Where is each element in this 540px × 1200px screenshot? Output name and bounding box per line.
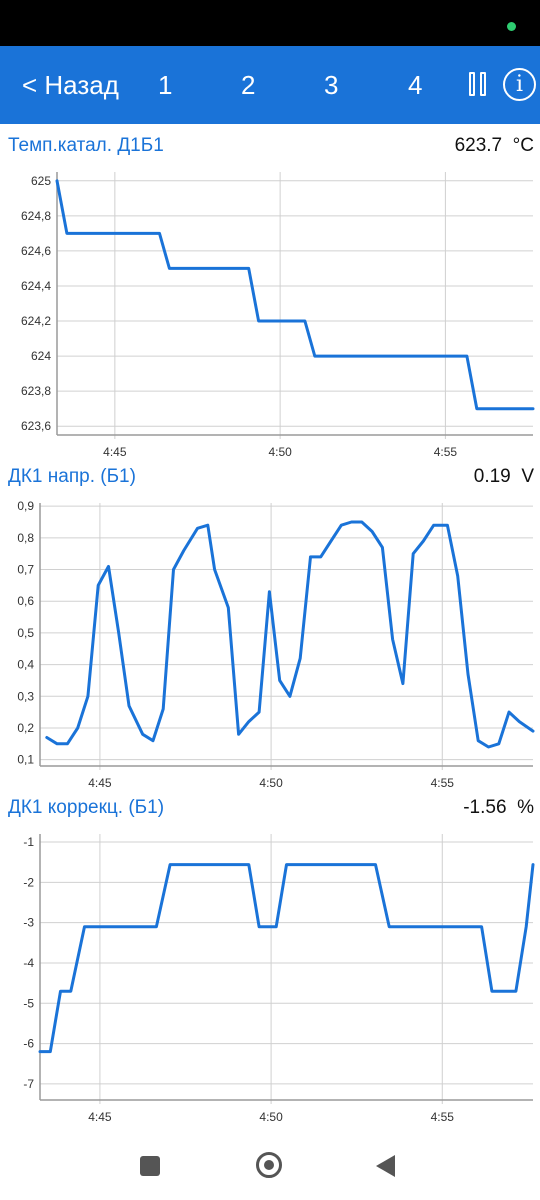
y-tick-label: -4 (23, 956, 34, 970)
pause-icon[interactable] (467, 72, 491, 98)
value-unit: °C (512, 135, 534, 156)
x-tick-label: 4:55 (431, 1110, 455, 1124)
current-value: 623.7 (454, 135, 503, 156)
o2-voltage-chart: 0,9 0,8 0,7 0,6 0,5 0,4 0,3 0,2 0,1 4:45 4:50 4:55 (17, 499, 535, 790)
chart-panel-fuel-trim: ДК1 коррекц. (Б1) -1.56 % -1 -2 -3 -4 -5 -6 -7… (0, 797, 540, 1132)
y-tick-label: -3 (23, 916, 34, 930)
y-tick-label: 624,2 (21, 314, 51, 328)
tab-4[interactable]: 4 (408, 70, 423, 100)
y-tick-label: -5 (23, 996, 34, 1010)
x-tick-label: 4:45 (88, 1110, 112, 1124)
current-value: -1.56 (463, 797, 507, 818)
fuel-trim-chart: -1 -2 -3 -4 -5 -6 -7 4:45 4:50 4:55 (23, 834, 535, 1124)
value-unit: V (521, 466, 534, 487)
chart-title: ДК1 напр. (Б1) (8, 466, 136, 487)
chart-panel-o2-voltage: ДК1 напр. (Б1) 0.19 V 0,9 0,8 0,7 0,6 0,5 0,4… (0, 466, 540, 796)
y-tick-label: 624,8 (21, 209, 51, 223)
recent-apps-icon[interactable] (140, 1156, 160, 1176)
y-tick-label: 624,4 (21, 279, 51, 293)
back-button[interactable]: < Назад (22, 70, 119, 100)
y-tick-label: 0,2 (17, 721, 34, 735)
chart-title: Темп.катал. Д1Б1 (8, 135, 164, 156)
catalyst-temp-chart: 625 624,8 624,6 624,4 624,2 624 623,8 623,6 4:45… (21, 172, 535, 459)
back-triangle-icon[interactable] (376, 1155, 395, 1177)
y-tick-label: -2 (23, 875, 34, 889)
y-tick-label: 623,8 (21, 384, 51, 398)
tab-2[interactable]: 2 (241, 70, 256, 100)
y-tick-label: 0,7 (17, 563, 34, 577)
status-indicator-dot (507, 22, 516, 31)
y-tick-label: 624 (31, 349, 51, 363)
x-tick-label: 4:50 (268, 445, 292, 459)
x-tick-label: 4:50 (259, 776, 283, 790)
y-tick-label: -1 (23, 835, 34, 849)
series-line (38, 863, 535, 1054)
x-tick-label: 4:45 (88, 776, 112, 790)
y-tick-label: 625 (31, 174, 51, 188)
series-line (55, 179, 535, 411)
info-icon[interactable]: i (503, 68, 536, 101)
y-tick-label: 0,5 (17, 626, 34, 640)
current-value-readout: 0.19 V (474, 466, 534, 488)
y-tick-label: 0,8 (17, 531, 34, 545)
chart-panel-catalyst-temp: Темп.катал. Д1Б1 623.7 °C 625 624,8 624,6 6… (0, 135, 540, 465)
y-tick-label: 624,6 (21, 244, 51, 258)
x-tick-label: 4:45 (103, 445, 127, 459)
y-tick-label: 623,6 (21, 419, 51, 433)
chart-title: ДК1 коррекц. (Б1) (8, 797, 165, 818)
app-bar: < Назад 1 2 3 4 i (0, 46, 540, 124)
x-tick-label: 4:55 (431, 776, 455, 790)
y-tick-label: -6 (23, 1037, 34, 1051)
y-tick-label: -7 (23, 1077, 34, 1091)
tab-3[interactable]: 3 (324, 70, 339, 100)
value-unit: % (517, 797, 534, 818)
y-tick-label: 0,9 (17, 499, 34, 513)
current-value: 0.19 (473, 466, 511, 487)
y-tick-label: 0,6 (17, 594, 34, 608)
current-value-readout: 623.7 °C (455, 135, 534, 157)
x-tick-label: 4:55 (434, 445, 458, 459)
current-value-readout: -1.56 % (463, 797, 534, 819)
x-tick-label: 4:50 (259, 1110, 283, 1124)
home-icon[interactable] (256, 1152, 282, 1178)
y-tick-label: 0,3 (17, 689, 34, 703)
tab-1[interactable]: 1 (158, 70, 173, 100)
status-bar (0, 0, 540, 46)
system-navigation-bar (0, 1130, 540, 1200)
y-tick-label: 0,1 (17, 753, 34, 767)
y-tick-label: 0,4 (17, 658, 34, 672)
series-line (45, 520, 535, 749)
